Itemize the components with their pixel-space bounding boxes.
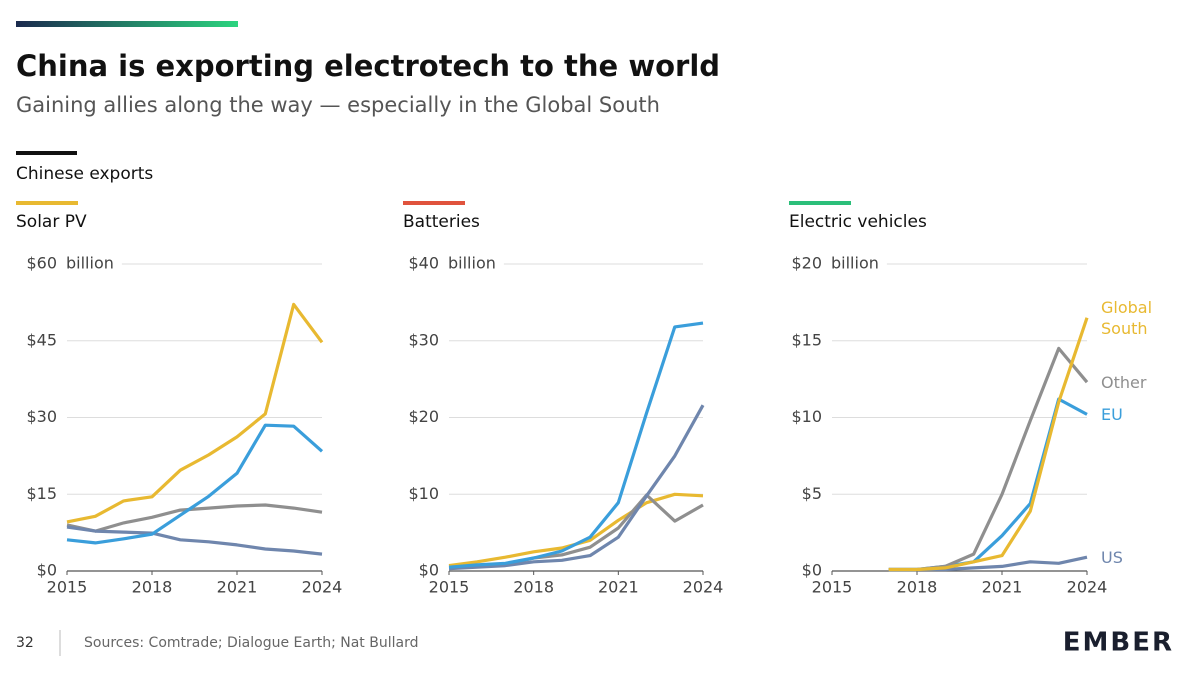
y-tick-label: $45 (26, 330, 57, 349)
y-tick-label: $0 (419, 561, 439, 580)
series-line (448, 404, 705, 571)
series-label: Global South (1101, 297, 1153, 338)
series-line (888, 346, 1089, 572)
chart-accent (403, 201, 465, 205)
x-tick-label: 2015 (429, 578, 470, 597)
section-title: Chinese exports (16, 164, 153, 184)
logo: EMBER (1063, 628, 1174, 658)
x-tick-label: 2021 (217, 578, 258, 597)
y-tick-label: $15 (26, 484, 57, 503)
x-tick-label: 2018 (897, 578, 938, 597)
y-tick-label: $5 (802, 484, 822, 503)
x-tick-label: 2024 (302, 578, 343, 597)
y-unit: billion (831, 254, 879, 273)
y-tick-label: $40 (408, 254, 439, 273)
page-number: 32 (16, 635, 34, 651)
chart-accent (16, 201, 78, 205)
subtitle: Gaining allies along the way — especiall… (16, 93, 660, 117)
series-line (66, 503, 323, 533)
x-tick-label: 2018 (132, 578, 173, 597)
series-label: US (1101, 547, 1123, 567)
series-line (888, 317, 1089, 572)
chart-accent (789, 201, 851, 205)
series-line (66, 525, 323, 556)
y-tick-label: $30 (408, 330, 439, 349)
x-tick-label: 2018 (513, 578, 554, 597)
y-tick-label: $10 (791, 407, 822, 426)
series-label: EU (1101, 404, 1123, 424)
x-tick-label: 2015 (812, 578, 853, 597)
section-bar (16, 151, 77, 155)
series-line (448, 492, 704, 568)
y-tick-label: $20 (408, 407, 439, 426)
y-tick-label: $20 (791, 254, 822, 273)
y-tick-label: $0 (37, 561, 57, 580)
sources: Sources: Comtrade; Dialogue Earth; Nat B… (84, 635, 418, 651)
x-tick-label: 2021 (598, 578, 639, 597)
chart-title: Solar PV (16, 212, 87, 232)
y-tick-label: $0 (802, 561, 822, 580)
accent-bar (16, 21, 238, 27)
y-unit: billion (448, 254, 496, 273)
series-line (66, 302, 324, 524)
series-line (448, 321, 704, 569)
y-unit: billion (66, 254, 114, 273)
title: China is exporting electrotech to the wo… (16, 49, 720, 83)
y-tick-label: $15 (791, 330, 822, 349)
y-tick-label: $60 (26, 254, 57, 273)
x-tick-label: 2024 (683, 578, 724, 597)
chart-title: Electric vehicles (789, 212, 927, 232)
x-tick-label: 2015 (47, 578, 88, 597)
y-tick-label: $30 (26, 407, 57, 426)
series-label: Other (1101, 372, 1147, 392)
series-line (66, 423, 324, 545)
chart-title: Batteries (403, 212, 480, 232)
x-tick-label: 2024 (1067, 578, 1108, 597)
series-line (888, 397, 1088, 572)
x-tick-label: 2021 (982, 578, 1023, 597)
y-tick-label: $10 (408, 484, 439, 503)
